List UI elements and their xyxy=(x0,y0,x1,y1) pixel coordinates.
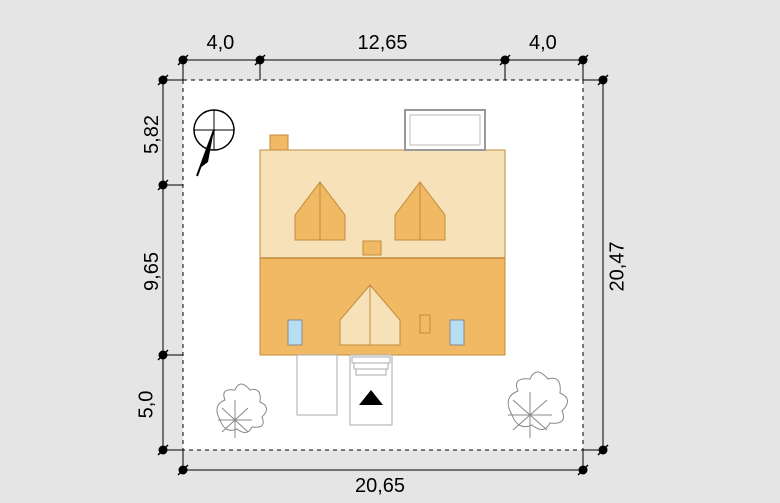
dimension-label: 4,0 xyxy=(529,32,557,55)
window-right xyxy=(450,320,464,345)
dimension-label: 4,0 xyxy=(207,32,235,55)
chimney xyxy=(270,135,288,150)
dimension-label: 20,47 xyxy=(607,241,630,291)
dimension-label: 12,65 xyxy=(358,32,408,55)
window-left xyxy=(288,320,302,345)
balcony xyxy=(405,110,485,150)
site-plan-diagram xyxy=(0,0,780,503)
vent-small xyxy=(363,241,381,255)
dimension-label: 5,82 xyxy=(141,115,164,154)
dimension-label: 9,65 xyxy=(141,252,164,291)
garage-pad xyxy=(297,355,337,415)
dimension-label: 20,65 xyxy=(355,475,405,498)
dimension-label: 5,0 xyxy=(135,390,158,418)
